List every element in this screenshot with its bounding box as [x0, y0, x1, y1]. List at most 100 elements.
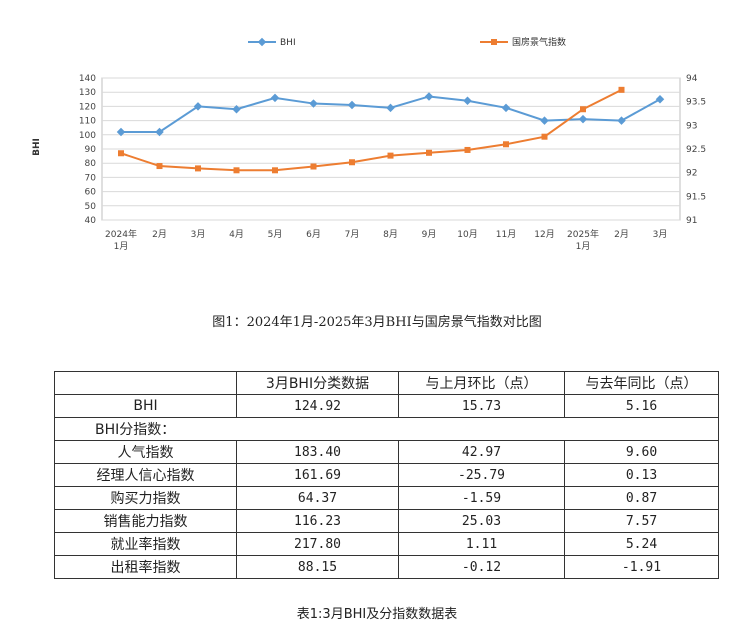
guofang-index-point: [156, 163, 163, 170]
mom-change-cell: 15.73: [398, 394, 565, 418]
table-header-row: 3月BHI分类数据 与上月环比（点） 与去年同比（点）: [54, 371, 719, 395]
bhi-data-table: 3月BHI分类数据 与上月环比（点） 与去年同比（点） BHI 124.92 1…: [54, 371, 719, 579]
y-left-tick-label: 100: [79, 131, 96, 141]
bhi-point: [501, 103, 511, 113]
x-tick-label: 7月: [345, 229, 360, 240]
mom-change-cell: -0.12: [398, 555, 565, 579]
mom-change-cell: 1.11: [398, 532, 565, 556]
chart-gridlines: [101, 77, 681, 221]
guofang-index-point: [618, 86, 625, 93]
table-subheader-row: BHI分指数：: [54, 417, 719, 441]
guofang-index-line: [120, 88, 622, 172]
guofang-index-point: [272, 167, 278, 174]
x-tick-label: 4月: [229, 229, 244, 240]
header-cell: 与去年同比（点）: [564, 371, 719, 395]
x-tick-label: 1月: [576, 241, 591, 252]
y-right-tick-label: 93.5: [686, 98, 706, 108]
x-tick-label: 5月: [268, 229, 283, 240]
bhi-point: [540, 116, 549, 125]
table-row-bhi: BHI 124.92 15.73 5.16: [54, 394, 719, 418]
legend-marker: [257, 37, 267, 47]
x-tick-label: 12月: [534, 229, 554, 240]
guofang-index-point: [310, 163, 317, 170]
x-tick-label: 6月: [306, 229, 321, 240]
value-cell: 161.69: [236, 463, 399, 487]
bhi-point: [155, 127, 164, 137]
row-label: 购买力指数: [54, 486, 237, 510]
y-left-tick-label: 50: [85, 202, 97, 212]
bhi-comparison-chart: 40 50 60 70 80 90 100 110 120 130 140 91 91.5 92 92.5 9…: [32, 36, 706, 252]
bhi-point: [578, 114, 588, 124]
y-right-tick-label: 92: [686, 169, 697, 179]
value-cell: 217.80: [236, 532, 399, 556]
bhi-point: [463, 96, 472, 105]
value-cell: 124.92: [236, 394, 399, 418]
y-right-tick-label: 91.5: [686, 192, 706, 202]
x-tick-label: 9月: [422, 229, 437, 240]
table-caption: 表1:3月BHI及分指数数据表: [296, 607, 458, 622]
x-tick-label: 2025年: [567, 228, 599, 240]
yoy-change-cell: 5.24: [564, 532, 719, 556]
y-left-tick-label: 90: [85, 145, 97, 155]
guofang-index-point: [580, 106, 586, 113]
guofang-index-point: [426, 149, 432, 156]
yoy-change-cell: 5.16: [564, 394, 719, 418]
table-row: 购买力指数 64.37 -1.59 0.87: [54, 486, 719, 510]
y-right-tick-label: 92.5: [686, 145, 706, 155]
yoy-change-cell: 9.60: [564, 440, 719, 464]
value-cell: 116.23: [236, 509, 399, 533]
chart-series: [116, 86, 665, 174]
legend-marker: [491, 39, 497, 45]
table-row: 就业率指数 217.80 1.11 5.24: [54, 532, 719, 556]
guofang-index-point: [233, 167, 240, 174]
header-cell: [54, 371, 237, 395]
table-row: 人气指数 183.40 42.97 9.60: [54, 440, 719, 464]
guofang-index-point: [349, 159, 355, 166]
row-label: 出租率指数: [54, 555, 237, 579]
legend-label: 国房景气指数: [512, 36, 566, 48]
yoy-change-cell: 0.13: [564, 463, 719, 487]
table-row: 出租率指数 88.15 -0.12 -1.91: [54, 555, 719, 579]
bhi-point: [386, 103, 395, 113]
y-axis-title: BHI: [32, 138, 42, 156]
row-label: 经理人信心指数: [54, 463, 237, 487]
mom-change-cell: -25.79: [398, 463, 565, 487]
table-row: 经理人信心指数 161.69 -25.79 0.13: [54, 463, 719, 487]
bhi-line: [121, 95, 661, 133]
bhi-point: [617, 116, 626, 125]
y-left-tick-label: 110: [79, 117, 96, 127]
bhi-point: [270, 93, 280, 103]
y-left-tick-label: 120: [79, 102, 96, 112]
legend-label: BHI: [280, 38, 296, 48]
header-cell: 3月BHI分类数据: [236, 371, 399, 395]
y-left-tick-label: 130: [79, 88, 96, 98]
value-cell: 88.15: [236, 555, 399, 579]
x-tick-label: 3月: [653, 229, 668, 240]
y-right-tick-label: 93: [686, 121, 697, 131]
x-tick-label: 1月: [114, 241, 129, 252]
guofang-index-point: [387, 152, 394, 159]
legend-item-guofang-index: 国房景气指数: [480, 36, 566, 48]
chart-legend: BHI 国房景气指数: [248, 36, 566, 48]
yoy-change-cell: -1.91: [564, 555, 719, 579]
y-left-tick-label: 140: [79, 74, 96, 84]
y-right-tick-label: 94: [686, 74, 698, 84]
header-cell: 与上月环比（点）: [398, 371, 565, 395]
yoy-change-cell: 0.87: [564, 486, 719, 510]
bhi-point: [193, 102, 203, 111]
subindex-heading: BHI分指数：: [54, 417, 719, 441]
bhi-point: [347, 100, 357, 110]
table-row: 销售能力指数 116.23 25.03 7.57: [54, 509, 719, 533]
y-left-tick-label: 60: [85, 188, 97, 198]
row-label: 人气指数: [54, 440, 237, 464]
bhi-point: [309, 99, 318, 108]
guofang-index-point: [541, 133, 548, 140]
mom-change-cell: 25.03: [398, 509, 565, 533]
row-label: 销售能力指数: [54, 509, 237, 533]
value-cell: 64.37: [236, 486, 399, 510]
legend-item-bhi: BHI: [248, 37, 296, 48]
figure-caption: 图1：2024年1月-2025年3月BHI与国房景气指数对比图: [212, 315, 542, 330]
bhi-point: [116, 127, 126, 137]
bhi-point: [655, 95, 665, 104]
guofang-index-point: [503, 141, 509, 148]
